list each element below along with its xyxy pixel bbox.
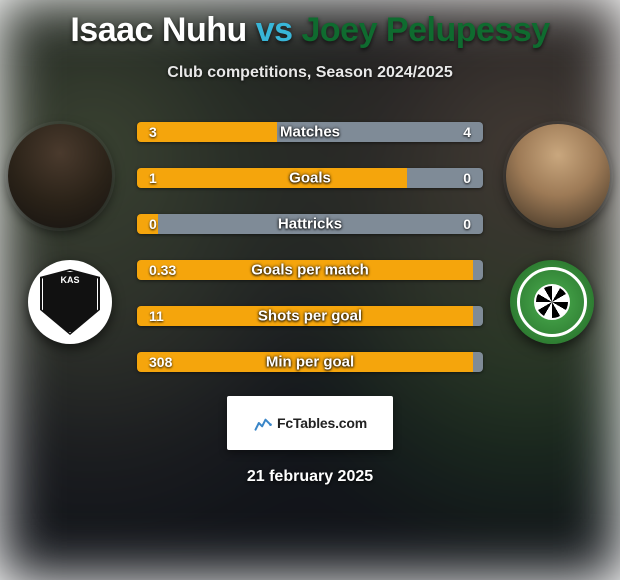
player2-club-badge (510, 260, 594, 344)
comparison-card: Isaac Nuhu vs Joey Pelupessy Club compet… (0, 0, 620, 580)
stat-bar-track (137, 352, 483, 372)
stat-bar-track (137, 122, 483, 142)
stat-bars: Matches34Goals10Hattricks00Goals per mat… (137, 122, 483, 372)
player1-name: Isaac Nuhu (70, 11, 246, 49)
stat-value-left: 3 (149, 124, 157, 140)
stat-bar-right-segment (158, 214, 483, 234)
stat-bar-right-segment (277, 122, 483, 142)
stat-row: Min per goal308 (137, 352, 483, 372)
branding-badge: FcTables.com (227, 396, 393, 450)
stat-bar-left-segment (137, 306, 473, 326)
stat-value-right: 0 (463, 216, 471, 232)
stat-value-left: 308 (149, 354, 172, 370)
stat-row: Goals10 (137, 168, 483, 188)
stat-bar-right-segment (473, 352, 483, 372)
stat-bar-left-segment (137, 260, 473, 280)
stat-value-right: 0 (463, 170, 471, 186)
club-ring-icon (517, 267, 587, 337)
stat-value-left: 0 (149, 216, 157, 232)
snapshot-date: 21 february 2025 (247, 468, 373, 486)
club-ball-icon (534, 284, 570, 320)
stat-value-left: 11 (149, 308, 164, 324)
player2-avatar (506, 124, 610, 228)
stat-bar-left-segment (137, 168, 407, 188)
player1-avatar (8, 124, 112, 228)
stat-row: Goals per match0.33 (137, 260, 483, 280)
subtitle: Club competitions, Season 2024/2025 (167, 64, 452, 82)
stat-row: Shots per goal11 (137, 306, 483, 326)
vs-label: vs (256, 11, 293, 49)
stat-bar-track (137, 214, 483, 234)
stat-bar-right-segment (407, 168, 483, 188)
stat-bar-track (137, 260, 483, 280)
stat-value-left: 1 (149, 170, 157, 186)
player1-club-badge: KAS (28, 260, 112, 344)
branding-site: FcTables.com (277, 415, 367, 431)
stat-row: Matches34 (137, 122, 483, 142)
stat-row: Hattricks00 (137, 214, 483, 234)
stat-bar-left-segment (137, 352, 473, 372)
stat-bar-right-segment (473, 306, 483, 326)
stat-bar-track (137, 168, 483, 188)
stat-value-left: 0.33 (149, 262, 176, 278)
stat-bar-left-segment (137, 122, 277, 142)
stat-value-right: 4 (463, 124, 471, 140)
fctables-logo-icon (253, 413, 273, 433)
player2-name: Joey Pelupessy (301, 11, 549, 49)
stat-bar-track (137, 306, 483, 326)
stat-bar-right-segment (473, 260, 483, 280)
comparison-title: Isaac Nuhu vs Joey Pelupessy (70, 11, 549, 50)
club-shield-icon: KAS (40, 269, 100, 335)
